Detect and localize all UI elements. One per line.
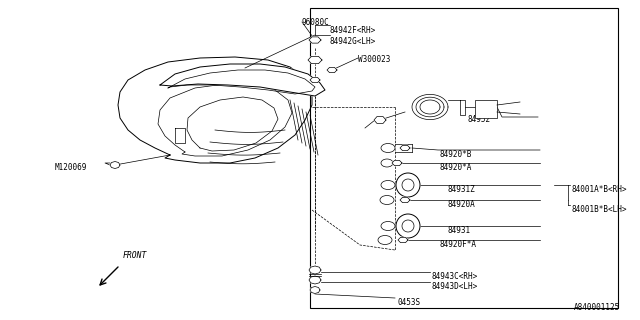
Bar <box>475 100 497 118</box>
Polygon shape <box>309 266 321 274</box>
Polygon shape <box>110 162 120 169</box>
Text: 84931: 84931 <box>447 226 470 235</box>
Text: 84001B*B<LH>: 84001B*B<LH> <box>572 205 627 214</box>
Ellipse shape <box>381 143 395 153</box>
Text: 0453S: 0453S <box>398 298 421 307</box>
Polygon shape <box>308 56 322 64</box>
Text: 96080C: 96080C <box>302 18 330 27</box>
Text: 84931Z: 84931Z <box>447 185 475 194</box>
Text: W300023: W300023 <box>358 55 390 64</box>
Circle shape <box>396 173 420 197</box>
Circle shape <box>396 214 420 238</box>
Text: 84943D<LH>: 84943D<LH> <box>432 282 478 291</box>
Ellipse shape <box>378 236 392 244</box>
Text: M120069: M120069 <box>55 163 88 172</box>
Text: 84943C<RH>: 84943C<RH> <box>432 272 478 281</box>
Polygon shape <box>374 116 386 124</box>
Ellipse shape <box>381 180 395 189</box>
Polygon shape <box>309 276 321 284</box>
Text: A840001125: A840001125 <box>573 303 620 312</box>
Polygon shape <box>392 160 402 165</box>
Bar <box>310 8 618 308</box>
Polygon shape <box>310 286 320 293</box>
Polygon shape <box>398 237 408 243</box>
Text: 84920A: 84920A <box>447 200 475 209</box>
Polygon shape <box>327 68 337 73</box>
Text: 84942G<LH>: 84942G<LH> <box>330 37 376 46</box>
Text: FRONT: FRONT <box>123 251 147 260</box>
Polygon shape <box>400 197 410 203</box>
Text: 84001A*B<RH>: 84001A*B<RH> <box>572 185 627 194</box>
Ellipse shape <box>381 221 395 230</box>
Polygon shape <box>400 145 410 151</box>
Ellipse shape <box>380 196 394 204</box>
Polygon shape <box>310 77 320 83</box>
Polygon shape <box>160 64 325 96</box>
Text: 84920*B: 84920*B <box>440 150 472 159</box>
Text: 84952: 84952 <box>468 115 491 124</box>
Text: 84942F<RH>: 84942F<RH> <box>330 26 376 35</box>
Ellipse shape <box>381 159 393 167</box>
Text: 84920F*A: 84920F*A <box>440 240 477 249</box>
Polygon shape <box>309 37 321 43</box>
Text: 84920*A: 84920*A <box>440 163 472 172</box>
